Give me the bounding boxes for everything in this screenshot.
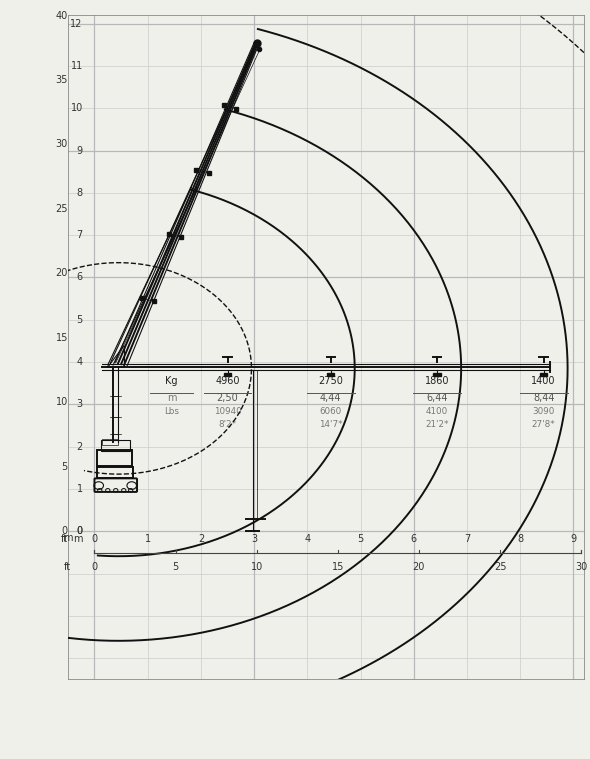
Text: 0: 0: [62, 526, 68, 537]
Text: 9: 9: [571, 534, 576, 544]
Bar: [224, 373, 231, 376]
Bar: [434, 373, 441, 376]
Text: 11: 11: [70, 61, 83, 71]
Text: 4960: 4960: [215, 376, 240, 386]
Bar: [103, 439, 119, 445]
Text: 25: 25: [55, 204, 68, 214]
Text: 4: 4: [304, 534, 310, 544]
Text: 30: 30: [55, 140, 68, 150]
Text: 12: 12: [70, 19, 83, 29]
Text: 4,44: 4,44: [320, 393, 342, 403]
Text: 10: 10: [70, 103, 83, 113]
Text: 35: 35: [55, 75, 68, 85]
Text: 6: 6: [411, 534, 417, 544]
Text: ft: ft: [61, 534, 68, 544]
Bar: [97, 449, 132, 466]
Text: 4100: 4100: [426, 408, 448, 417]
Text: 6060: 6060: [320, 408, 342, 417]
Text: m: m: [73, 534, 83, 544]
Text: 5: 5: [77, 315, 83, 325]
Text: 14'7*: 14'7*: [319, 420, 343, 429]
Text: 20: 20: [55, 269, 68, 279]
Text: 4: 4: [77, 357, 83, 367]
Text: 2: 2: [198, 534, 204, 544]
Text: 15: 15: [55, 333, 68, 343]
Text: 3090: 3090: [532, 408, 555, 417]
Text: Lbs: Lbs: [164, 408, 179, 417]
Text: 7: 7: [464, 534, 470, 544]
Text: 20: 20: [413, 562, 425, 572]
Text: 3: 3: [251, 534, 257, 544]
Text: 0: 0: [91, 534, 97, 544]
Text: 6: 6: [77, 272, 83, 282]
Text: 10: 10: [55, 397, 68, 408]
Text: 7: 7: [77, 230, 83, 240]
Text: 10: 10: [251, 562, 263, 572]
Text: 1400: 1400: [532, 376, 556, 386]
Text: 2750: 2750: [319, 376, 343, 386]
Text: 40: 40: [55, 11, 68, 20]
Text: 5: 5: [172, 562, 179, 572]
Text: 0: 0: [91, 562, 97, 572]
Bar: [540, 373, 548, 376]
Text: 1860: 1860: [425, 376, 450, 386]
Text: m: m: [63, 533, 73, 543]
Text: 27'8*: 27'8*: [532, 420, 556, 429]
Text: 1: 1: [145, 534, 150, 544]
Text: m: m: [167, 393, 176, 403]
Text: 9: 9: [77, 146, 83, 156]
Text: 0: 0: [77, 526, 83, 537]
Text: 3: 3: [77, 399, 83, 409]
Text: 8'2*: 8'2*: [218, 420, 237, 429]
Text: 8: 8: [77, 187, 83, 198]
Text: 10940: 10940: [214, 408, 241, 417]
Text: ft: ft: [64, 562, 71, 572]
Text: 1: 1: [77, 484, 83, 494]
Text: 25: 25: [494, 562, 506, 572]
Text: 8: 8: [517, 534, 523, 544]
Text: 2: 2: [77, 442, 83, 452]
Text: 6,44: 6,44: [427, 393, 448, 403]
Text: 2,50: 2,50: [217, 393, 238, 403]
Text: Kg: Kg: [165, 376, 178, 386]
Text: 15: 15: [332, 562, 344, 572]
Text: 0: 0: [77, 526, 83, 537]
Bar: [97, 467, 133, 478]
Bar: [327, 373, 335, 376]
Bar: [101, 440, 130, 451]
Text: 5: 5: [61, 461, 68, 472]
Text: 5: 5: [358, 534, 363, 544]
Text: 8,44: 8,44: [533, 393, 555, 403]
Text: 30: 30: [575, 562, 587, 572]
Text: 21'2*: 21'2*: [425, 420, 449, 429]
